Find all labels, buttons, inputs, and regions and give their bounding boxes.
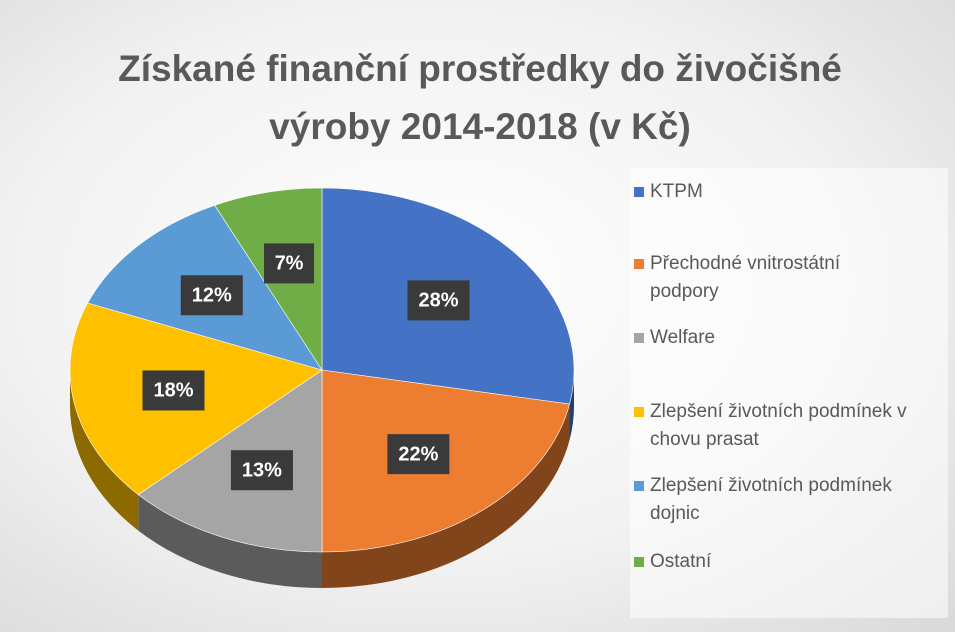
legend-label: Welfare bbox=[650, 327, 716, 348]
legend-swatch bbox=[634, 481, 644, 491]
data-label-box bbox=[142, 370, 205, 411]
slice-side bbox=[70, 370, 139, 531]
pie-area: 28% 22% 13% 18% 12% 7% bbox=[69, 187, 575, 588]
data-label: 22% bbox=[398, 443, 438, 465]
legend-entry: Přechodné vnitrostátní podpory bbox=[634, 250, 910, 306]
legend-swatch bbox=[634, 557, 644, 567]
data-label: 18% bbox=[153, 380, 193, 402]
legend-swatch bbox=[634, 187, 644, 197]
data-label-box bbox=[387, 434, 450, 475]
slice-side bbox=[138, 494, 322, 588]
legend-label: Přechodné vnitrostátní podpory bbox=[650, 253, 841, 302]
legend-swatch bbox=[634, 407, 644, 417]
data-label: 7% bbox=[275, 253, 304, 275]
legend-label: KTPM bbox=[650, 181, 703, 202]
data-label-box bbox=[230, 450, 293, 491]
legend-background bbox=[630, 168, 948, 618]
legend-swatch bbox=[634, 259, 644, 269]
legend-swatch bbox=[634, 333, 644, 343]
legend-entry: Ostatní bbox=[634, 548, 910, 576]
chart-title: Získané finanční prostředky do živočišné… bbox=[118, 48, 842, 147]
slice-side bbox=[322, 404, 570, 588]
data-label: 13% bbox=[242, 460, 282, 482]
legend-entry: Zlepšení životních podmínek v chovu pras… bbox=[634, 398, 910, 454]
slice bbox=[137, 369, 323, 553]
legend-entry: KTPM bbox=[634, 178, 910, 206]
legend-entry: Welfare bbox=[634, 324, 910, 352]
legend-label: Zlepšení životních podmínek v chovu pras… bbox=[650, 401, 907, 450]
legend-label: Zlepšení životních podmínek dojnic bbox=[650, 475, 892, 524]
data-label-box bbox=[264, 243, 315, 284]
data-label-box bbox=[180, 275, 243, 316]
data-label: 12% bbox=[192, 285, 232, 307]
data-label-box bbox=[407, 280, 470, 321]
data-label: 28% bbox=[418, 290, 458, 312]
legend-label: Ostatní bbox=[650, 551, 712, 572]
legend-entry: Zlepšení životních podmínek dojnic bbox=[634, 472, 910, 528]
